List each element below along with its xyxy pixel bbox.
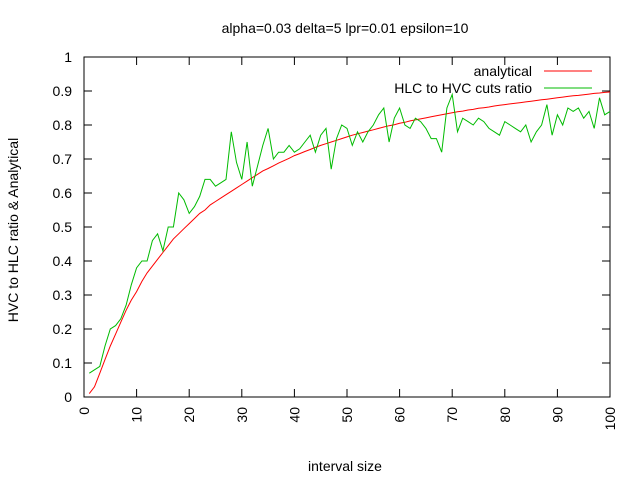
ticks-layer: 00.10.20.30.40.50.60.70.80.910 10 20 30 40 50…: [53, 49, 618, 430]
x-tick-label: 80: [497, 407, 513, 423]
y-tick-label: 0.9: [53, 83, 73, 99]
x-tick-label: 90: [549, 407, 565, 423]
y-tick-label: 0.7: [53, 151, 73, 167]
chart-title: alpha=0.03 delta=5 lpr=0.01 epsilon=10: [222, 20, 469, 36]
plot-frame: [83, 56, 611, 398]
y-axis-label: HVC to HLC ratio & Analytical: [5, 138, 21, 322]
x-tick-label: 20: [181, 407, 197, 423]
y-tick-label: 0.2: [53, 321, 73, 337]
legend-label: analytical: [474, 63, 532, 79]
y-tick-label: 0.8: [53, 117, 73, 133]
y-tick-label: 0.3: [53, 287, 73, 303]
x-tick-label: 10: [129, 407, 145, 423]
series-layer: [88, 91, 611, 394]
y-tick-label: 0.6: [53, 185, 73, 201]
y-tick-label: 0.5: [53, 219, 73, 235]
x-tick-label: 70: [444, 407, 460, 423]
legend-label: HLC to HVC cuts ratio: [394, 80, 532, 96]
y-tick-label: 1: [64, 49, 72, 65]
series-line-1: [89, 92, 611, 374]
x-axis-label: interval size: [308, 458, 382, 474]
x-tick-label: 40: [286, 407, 302, 423]
x-tick-label: 0: [76, 407, 92, 415]
x-tick-label: 60: [392, 407, 408, 423]
x-tick-label: 100: [602, 407, 618, 431]
y-tick-label: 0.4: [53, 253, 73, 269]
y-tick-label: 0.1: [53, 355, 73, 371]
x-tick-label: 50: [339, 407, 355, 423]
y-tick-label: 0: [64, 389, 72, 405]
x-tick-label: 30: [234, 407, 250, 423]
